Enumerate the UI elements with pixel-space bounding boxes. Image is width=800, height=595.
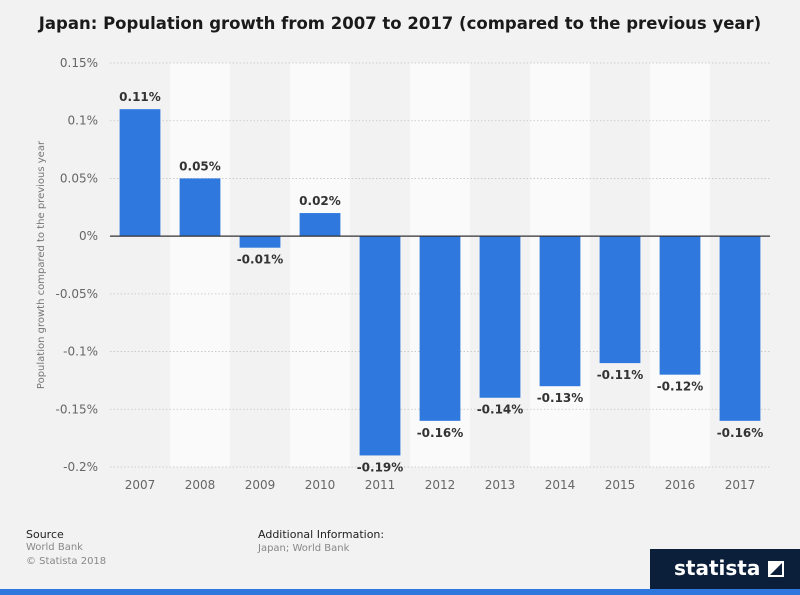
bar [479,236,521,398]
statista-logo[interactable]: statista [650,549,800,589]
additional-info-heading: Additional Information: [258,528,385,541]
chart-title: Japan: Population growth from 2007 to 20… [38,14,762,33]
footer-accent-line [0,589,800,595]
copyright-line: © Statista 2018 [26,556,107,567]
data-label: -0.12% [657,380,704,394]
bar [539,236,581,387]
x-tick-label: 2007 [125,478,156,492]
y-axis-label: Population growth compared to the previo… [36,140,47,389]
source-line: World Bank [26,542,83,553]
x-tick-label: 2011 [365,478,396,492]
y-tick-label: 0.15% [60,56,98,70]
brand-mark-icon [768,561,784,577]
column-band [170,63,230,467]
x-tick-label: 2016 [665,478,696,492]
data-label: -0.13% [537,391,584,405]
y-tick-label: 0.1% [68,114,99,128]
data-label: -0.14% [477,403,524,417]
bar [299,213,341,237]
data-label: -0.01% [237,253,284,267]
x-tick-label: 2015 [605,478,636,492]
x-tick-label: 2008 [185,478,216,492]
data-label: -0.16% [717,426,764,440]
x-tick-label: 2012 [425,478,456,492]
y-tick-label: -0.1% [63,345,98,359]
bar [659,236,701,375]
y-tick-label: 0.05% [60,171,98,185]
bar [359,236,401,456]
column-band [290,63,350,467]
x-tick-label: 2013 [485,478,516,492]
y-tick-label: 0% [79,229,98,243]
column-band [230,63,290,467]
bar [419,236,461,421]
data-label: 0.02% [299,194,341,208]
bar [239,236,281,248]
bar [599,236,641,364]
y-tick-label: -0.05% [56,287,98,301]
data-label: -0.19% [357,460,404,474]
x-tick-label: 2009 [245,478,276,492]
bar [719,236,761,421]
y-tick-label: -0.15% [56,402,98,416]
x-tick-label: 2010 [305,478,336,492]
x-tick-label: 2014 [545,478,576,492]
brand-name: statista [674,556,761,580]
bar [179,178,221,237]
data-label: 0.11% [119,90,161,104]
y-tick-label: -0.2% [63,460,98,474]
bar [119,109,161,237]
source-heading: Source [26,528,64,541]
x-tick-label: 2017 [725,478,756,492]
bar-chart: 0.15% 0.1% 0.05% 0% -0.05% -0.1% -0.15% -0.2% 0.… [36,56,770,492]
data-label: -0.16% [417,426,464,440]
data-label: 0.05% [179,159,221,173]
data-label: -0.11% [597,368,644,382]
additional-info-text[interactable]: Japan; World Bank [258,543,350,554]
